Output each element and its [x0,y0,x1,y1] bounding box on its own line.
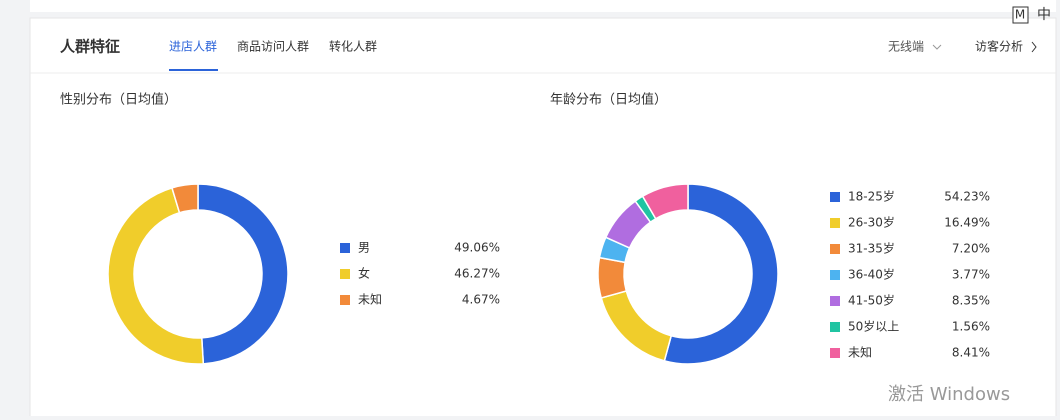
legend-swatch [830,348,840,358]
value-label: 3.77% [952,268,990,282]
legend-swatch [830,192,840,202]
legend-label: 50岁以上 [848,319,899,334]
watermark: 激活 Windows [888,384,1010,405]
tab[interactable]: 商品访问人群 [237,39,309,54]
legend-swatch [830,296,840,306]
chart-title: 性别分布（日均值） [60,92,177,108]
top-card [30,0,1056,12]
tab[interactable]: 进店人群 [169,40,217,54]
value-label: 4.67% [462,293,500,307]
chart-title: 年龄分布（日均值） [550,92,667,108]
slice [171,183,199,214]
legend-label: 26-30岁 [848,215,895,230]
slice [597,256,628,299]
chevron-down [932,44,942,50]
value-label: 54.23% [944,190,990,204]
legend-swatch [830,244,840,254]
value-label: 46.27% [454,267,500,281]
legend-label: 未知 [848,346,872,360]
legend-swatch [340,243,350,253]
legend-label: 18-25岁 [848,189,895,204]
value-label: 1.56% [952,320,990,334]
legend-label: 未知 [358,293,382,307]
visitor-link[interactable]: 访客分析 [975,39,1023,54]
legend-swatch [340,295,350,305]
card-title: 人群特征 [60,38,120,56]
legend-label: 女 [358,266,370,281]
ime: M [1015,8,1025,22]
ime: 中 [1037,7,1051,23]
legend-label: 男 [358,241,370,255]
value-label: 16.49% [944,216,990,230]
legend-swatch [830,218,840,228]
slice [663,183,779,365]
chevron-right [1031,41,1037,53]
slice [107,186,205,365]
legend-label: 41-50岁 [848,293,895,308]
value-label: 8.35% [952,294,990,308]
value-label: 7.20% [952,242,990,256]
legend-swatch [830,322,840,332]
slice [197,183,289,365]
legend-swatch [830,270,840,280]
slice [641,183,689,220]
legend-label: 36-40岁 [848,267,895,282]
device-select[interactable]: 无线端 [888,40,924,54]
tab[interactable]: 转化人群 [329,39,377,54]
ime-box [1012,6,1029,24]
legend-label: 31-35岁 [848,241,895,256]
value-label: 49.06% [454,241,500,255]
value-label: 8.41% [952,346,990,360]
tab-indicator [169,69,218,71]
legend-swatch [340,269,350,279]
